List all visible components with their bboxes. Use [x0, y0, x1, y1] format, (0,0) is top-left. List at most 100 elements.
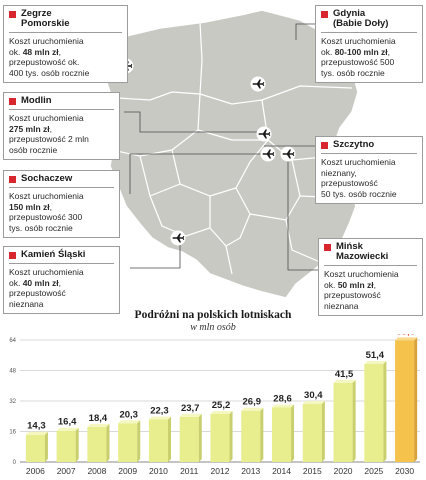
airplane-icon — [256, 126, 272, 142]
bar-face — [395, 340, 415, 462]
red-square-icon — [324, 244, 331, 251]
bar-top — [241, 407, 264, 411]
bar-face — [87, 426, 107, 462]
bar-value-label: 26,9 — [243, 397, 262, 408]
bar-value-label: 63,8 — [396, 334, 416, 337]
y-tick-label: 48 — [9, 369, 16, 375]
airport-name: Gdynia (Babie Doły) — [333, 8, 389, 29]
bar-value-label: 14,3 — [27, 421, 46, 432]
bar-side — [75, 427, 79, 462]
bar-side — [260, 407, 264, 462]
bar-top — [210, 410, 233, 414]
red-square-icon — [321, 142, 328, 149]
bar-side — [321, 401, 325, 462]
bar-value-label: 51,4 — [366, 350, 385, 361]
bar-side — [168, 416, 171, 462]
airport-details: Koszt uruchomienia ok. 48 mln zł, przepu… — [9, 36, 90, 78]
x-tick-label: 2013 — [241, 466, 260, 476]
bar-2009 — [118, 420, 141, 462]
bar-top — [333, 379, 356, 383]
bar-face — [333, 382, 353, 462]
callout-header: Sochaczew — [9, 174, 114, 188]
bar-top — [87, 423, 110, 427]
airport-details: Koszt uruchomienia 275 mln zł, przepusto… — [9, 113, 89, 155]
callout-header: Kamień Śląski — [9, 250, 114, 264]
airport-name: Zegrze Pomorskie — [21, 8, 70, 29]
bar-side — [383, 361, 387, 462]
callout-header: Gdynia (Babie Doły) — [321, 9, 417, 33]
callout-gdynia: Gdynia (Babie Doły) Koszt uruchomienia o… — [315, 5, 423, 83]
bar-value-label: 18,4 — [89, 413, 108, 424]
bar-face — [364, 364, 384, 462]
x-tick-label: 2012 — [211, 466, 230, 476]
bar-2030 — [395, 337, 418, 462]
bar-2013 — [241, 407, 264, 462]
bar-side — [198, 413, 202, 462]
bar-value-label: 41,5 — [335, 369, 354, 380]
bar-2007 — [56, 427, 79, 462]
bar-top — [302, 401, 325, 405]
callout-header: Modlin — [9, 96, 114, 110]
bar-top — [148, 416, 171, 420]
bar-value-label: 28,6 — [273, 393, 292, 404]
callout-sochaczew: Sochaczew Koszt uruchomienia 150 mln zł,… — [3, 170, 120, 238]
bar-face — [148, 419, 168, 462]
bar-value-label: 20,3 — [119, 409, 138, 420]
bar-top — [118, 420, 141, 424]
bar-face — [118, 423, 138, 462]
region-borders — [111, 21, 353, 275]
x-tick-label: 2014 — [272, 466, 291, 476]
bar-top — [25, 431, 48, 435]
bar-side — [352, 379, 356, 462]
airplane-icon — [170, 230, 186, 246]
bar-2015 — [302, 401, 325, 462]
bar-face — [302, 404, 322, 462]
x-tick-label: 2008 — [87, 466, 106, 476]
x-tick-label: 2030 — [395, 466, 414, 476]
airport-name: Sochaczew — [21, 173, 73, 184]
bar-top — [395, 337, 418, 341]
x-tick-label: 2010 — [149, 466, 168, 476]
bar-face — [241, 410, 261, 462]
bar-top — [56, 427, 79, 431]
callout-szczytno: Szczytno Koszt uruchomienia nieznany, pr… — [315, 136, 423, 204]
bar-2020 — [333, 379, 356, 462]
y-tick-label: 16 — [9, 430, 16, 436]
bar-top — [364, 361, 387, 365]
x-tick-label: 2009 — [118, 466, 137, 476]
airplane-icon — [250, 76, 266, 92]
bar-face — [210, 413, 230, 462]
airport-details: Koszt uruchomienia ok. 40 mln zł, przepu… — [9, 267, 84, 309]
bar-2010 — [148, 416, 171, 462]
airport-name: Mińsk Mazowiecki — [336, 241, 389, 262]
bar-value-label: 30,4 — [304, 390, 323, 401]
callout-header: Szczytno — [321, 140, 417, 154]
airport-details: Koszt uruchomienia ok. 80-100 mln zł, pr… — [321, 36, 396, 78]
red-square-icon — [9, 11, 16, 18]
x-tick-label: 2015 — [303, 466, 322, 476]
bar-side — [44, 431, 48, 462]
bar-face — [25, 434, 45, 462]
x-tick-label: 2025 — [364, 466, 383, 476]
bar-side — [137, 420, 141, 462]
poland-map — [103, 9, 359, 299]
airport-details: Koszt uruchomienia 150 mln zł, przepusto… — [9, 191, 84, 233]
bar-2006 — [25, 431, 48, 462]
bar-side — [414, 337, 418, 462]
y-tick-label: 0 — [13, 460, 17, 466]
airplane-icon — [280, 146, 296, 162]
callout-modlin: Modlin Koszt uruchomienia 275 mln zł, pr… — [3, 92, 120, 160]
y-tick-label: 64 — [9, 338, 16, 344]
red-square-icon — [9, 252, 16, 259]
bar-face — [179, 416, 199, 462]
callout-kamien: Kamień Śląski Koszt uruchomienia ok. 40 … — [3, 246, 120, 314]
bar-top — [272, 404, 295, 408]
x-tick-label: 2007 — [57, 466, 76, 476]
passengers-bar-chart: 0 16 32 48 64 14,3 2006 16,4 2007 18,4 2008 20,3 200… — [9, 334, 420, 476]
airport-name: Szczytno — [333, 139, 375, 150]
bar-2008 — [87, 423, 110, 462]
airplane-icon — [260, 146, 276, 162]
bar-side — [229, 410, 233, 462]
callout-header: Mińsk Mazowiecki — [324, 242, 417, 266]
